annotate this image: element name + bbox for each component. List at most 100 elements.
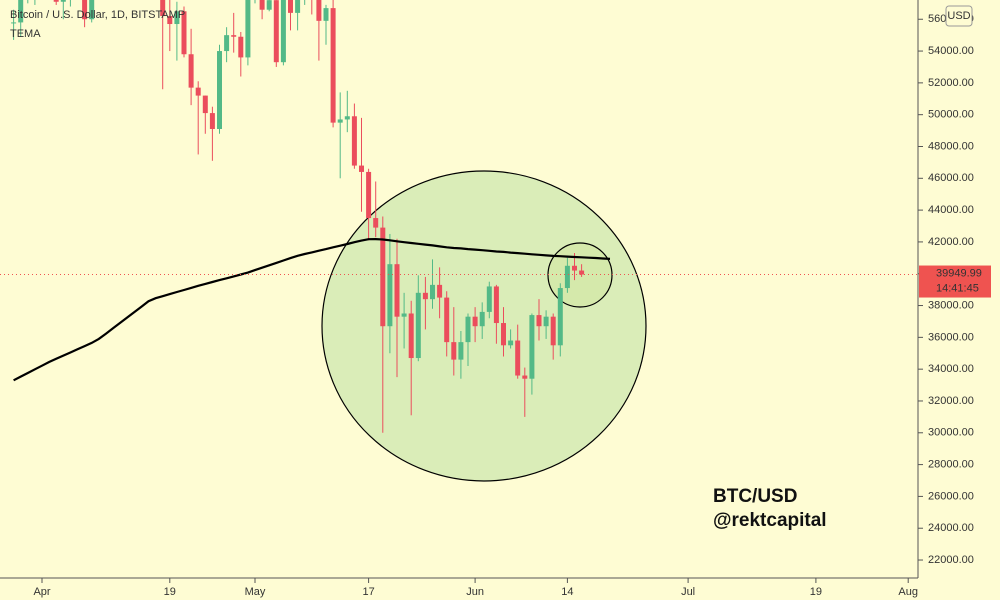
candle-body [359, 165, 364, 172]
candle-body [522, 375, 528, 379]
y-tick-label: 24000.00 [928, 522, 974, 534]
candle-body [387, 264, 393, 327]
candle-body [444, 297, 450, 343]
y-tick-label: 26000.00 [928, 490, 974, 502]
candle-body [465, 316, 471, 343]
x-tick-label: Apr [33, 586, 50, 598]
candle-body [579, 270, 585, 275]
last-price-box [919, 265, 991, 298]
candle-body [486, 286, 492, 312]
annotation: @rektcapital [713, 510, 827, 531]
currency-label: USD [947, 10, 970, 22]
candle-body [82, 0, 88, 20]
candle-body [167, 16, 173, 25]
y-tick-label: 54000.00 [928, 45, 974, 57]
y-tick-label: 28000.00 [928, 459, 974, 471]
candle-body [543, 316, 549, 327]
candle-body [53, 0, 59, 2]
candle-body [202, 95, 208, 114]
candle-body [572, 265, 577, 271]
candle-body [557, 288, 563, 346]
x-tick-label: 19 [810, 586, 822, 598]
candle-body [323, 8, 329, 21]
x-tick-label: May [245, 586, 266, 598]
candle-body [316, 0, 322, 21]
candle-body [536, 315, 542, 327]
plot-area [11, 0, 647, 482]
candle-body [508, 340, 514, 346]
y-tick-label: 34000.00 [928, 363, 974, 375]
candle-body [515, 340, 521, 376]
x-tick-label: 14 [561, 586, 573, 598]
candle-body [373, 218, 379, 228]
candle-body [181, 11, 187, 55]
candle-body [224, 35, 230, 52]
candle-body [273, 0, 279, 63]
candle-body [259, 0, 265, 10]
currency-badge [945, 5, 973, 27]
candle-body [493, 286, 499, 324]
countdown-label: 14:41:45 [936, 282, 979, 294]
candle-body [401, 313, 407, 317]
y-tick-label: 52000.00 [928, 77, 974, 89]
candle-body [437, 284, 443, 298]
candle-body [11, 22, 17, 24]
candle-body [422, 292, 428, 300]
y-tick-label: 22000.00 [928, 554, 974, 566]
y-tick-label: 42000.00 [928, 236, 974, 248]
x-tick-label: Jul [681, 586, 695, 598]
candle-body [231, 35, 237, 37]
candle-body [529, 315, 535, 379]
candle-body [458, 342, 464, 360]
candle-body [245, 0, 251, 58]
candle-body [195, 87, 201, 96]
candle-body [408, 313, 414, 359]
candle-body [174, 11, 180, 25]
tema-line [13, 237, 611, 382]
last-price-label: 39949.99 [936, 267, 982, 279]
candle-body [344, 116, 350, 120]
candle-body [188, 54, 194, 88]
candle-body [501, 323, 506, 346]
candle-body [209, 113, 215, 129]
candle-body [366, 171, 372, 219]
candle-body [266, 0, 272, 10]
candle-body [89, 0, 95, 20]
legend-symbol: Bitcoin / U.S. Dollar, 1D, BITSTAMP [10, 9, 185, 21]
candle-body [288, 0, 293, 13]
candle-body [430, 284, 435, 300]
candle-body [472, 316, 478, 327]
candle-body [295, 0, 301, 13]
x-tick-label: Aug [898, 586, 918, 598]
y-tick-label: 46000.00 [928, 172, 974, 184]
y-tick-label: 44000.00 [928, 204, 974, 216]
candle-body [217, 51, 222, 129]
x-tick-label: 17 [362, 586, 374, 598]
candle-body [550, 316, 556, 346]
candle-body [330, 8, 336, 123]
y-tick-label: 36000.00 [928, 331, 974, 343]
y-tick-label: 50000.00 [928, 109, 974, 121]
candle-body [351, 116, 357, 166]
candle-body [479, 311, 485, 327]
candle-body [415, 292, 421, 359]
y-tick-label: 30000.00 [928, 427, 974, 439]
y-tick-label: 38000.00 [928, 299, 974, 311]
candle-body [280, 0, 286, 63]
y-tick-label: 32000.00 [928, 395, 974, 407]
candle-body [60, 0, 66, 2]
x-tick-label: 19 [164, 586, 176, 598]
candle-body [160, 0, 166, 17]
candle-body [451, 342, 457, 360]
candle-body [564, 265, 570, 289]
x-tick-label: Jun [466, 586, 484, 598]
legend-indicator: TEMA [10, 28, 41, 40]
annotation: BTC/USD [713, 486, 797, 507]
candle-body [337, 119, 343, 123]
y-tick-label: 48000.00 [928, 140, 974, 152]
candle-body [394, 264, 400, 317]
candle-body [18, 0, 24, 23]
candle-body [380, 227, 386, 327]
